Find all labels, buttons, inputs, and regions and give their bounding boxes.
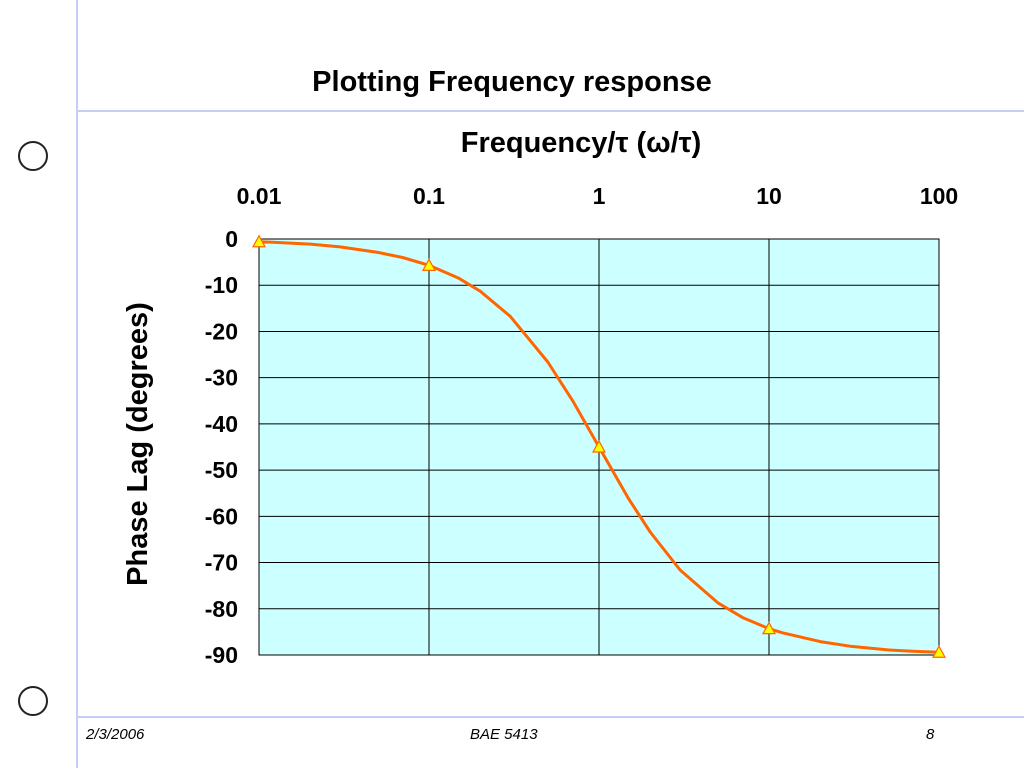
slide-title: Plotting Frequency response xyxy=(312,66,712,98)
x-tick-label: 10 xyxy=(756,183,782,209)
y-tick-label: -20 xyxy=(205,318,238,344)
data-point-marker xyxy=(761,621,777,635)
x-axis-title: Frequency/τ (ω/τ) xyxy=(461,127,702,159)
y-axis-title: Phase Lag (degrees) xyxy=(122,302,154,586)
x-tick-label: 100 xyxy=(920,183,958,209)
footer-date: 2/3/2006 xyxy=(86,726,145,743)
y-tick-label: 0 xyxy=(225,226,238,252)
y-tick-label: -30 xyxy=(205,365,238,391)
x-tick-label: 0.01 xyxy=(237,183,282,209)
binder-ring-icon xyxy=(18,686,48,716)
x-tick-label: 0.1 xyxy=(413,183,445,209)
y-tick-labels: 0 -10 -20 -30 -40 -50 -60 -70 -80 -90 xyxy=(205,226,238,668)
data-point-marker xyxy=(421,258,437,271)
data-point-marker xyxy=(591,439,607,453)
footer-page-number: 8 xyxy=(926,726,935,743)
data-point-marker xyxy=(931,644,947,658)
y-tick-label: -40 xyxy=(205,411,238,437)
x-tick-label: 1 xyxy=(593,183,606,209)
binder-ring-icon xyxy=(18,141,48,171)
footer-course: BAE 5413 xyxy=(470,726,538,743)
slide-left-rule xyxy=(76,0,78,768)
y-tick-label: -90 xyxy=(205,642,238,668)
y-tick-label: -60 xyxy=(205,503,238,529)
marker-layer xyxy=(251,234,947,658)
slide-title-rule xyxy=(76,110,1024,112)
y-tick-label: -80 xyxy=(205,596,238,622)
data-point-marker xyxy=(251,234,267,248)
slide-footer-rule xyxy=(76,716,1024,718)
y-tick-label: -70 xyxy=(205,550,238,576)
y-tick-label: -50 xyxy=(205,457,238,483)
y-tick-label: -10 xyxy=(205,272,238,298)
x-tick-labels: 0.01 0.1 1 10 100 xyxy=(237,183,959,209)
grid-lines xyxy=(258,238,940,656)
